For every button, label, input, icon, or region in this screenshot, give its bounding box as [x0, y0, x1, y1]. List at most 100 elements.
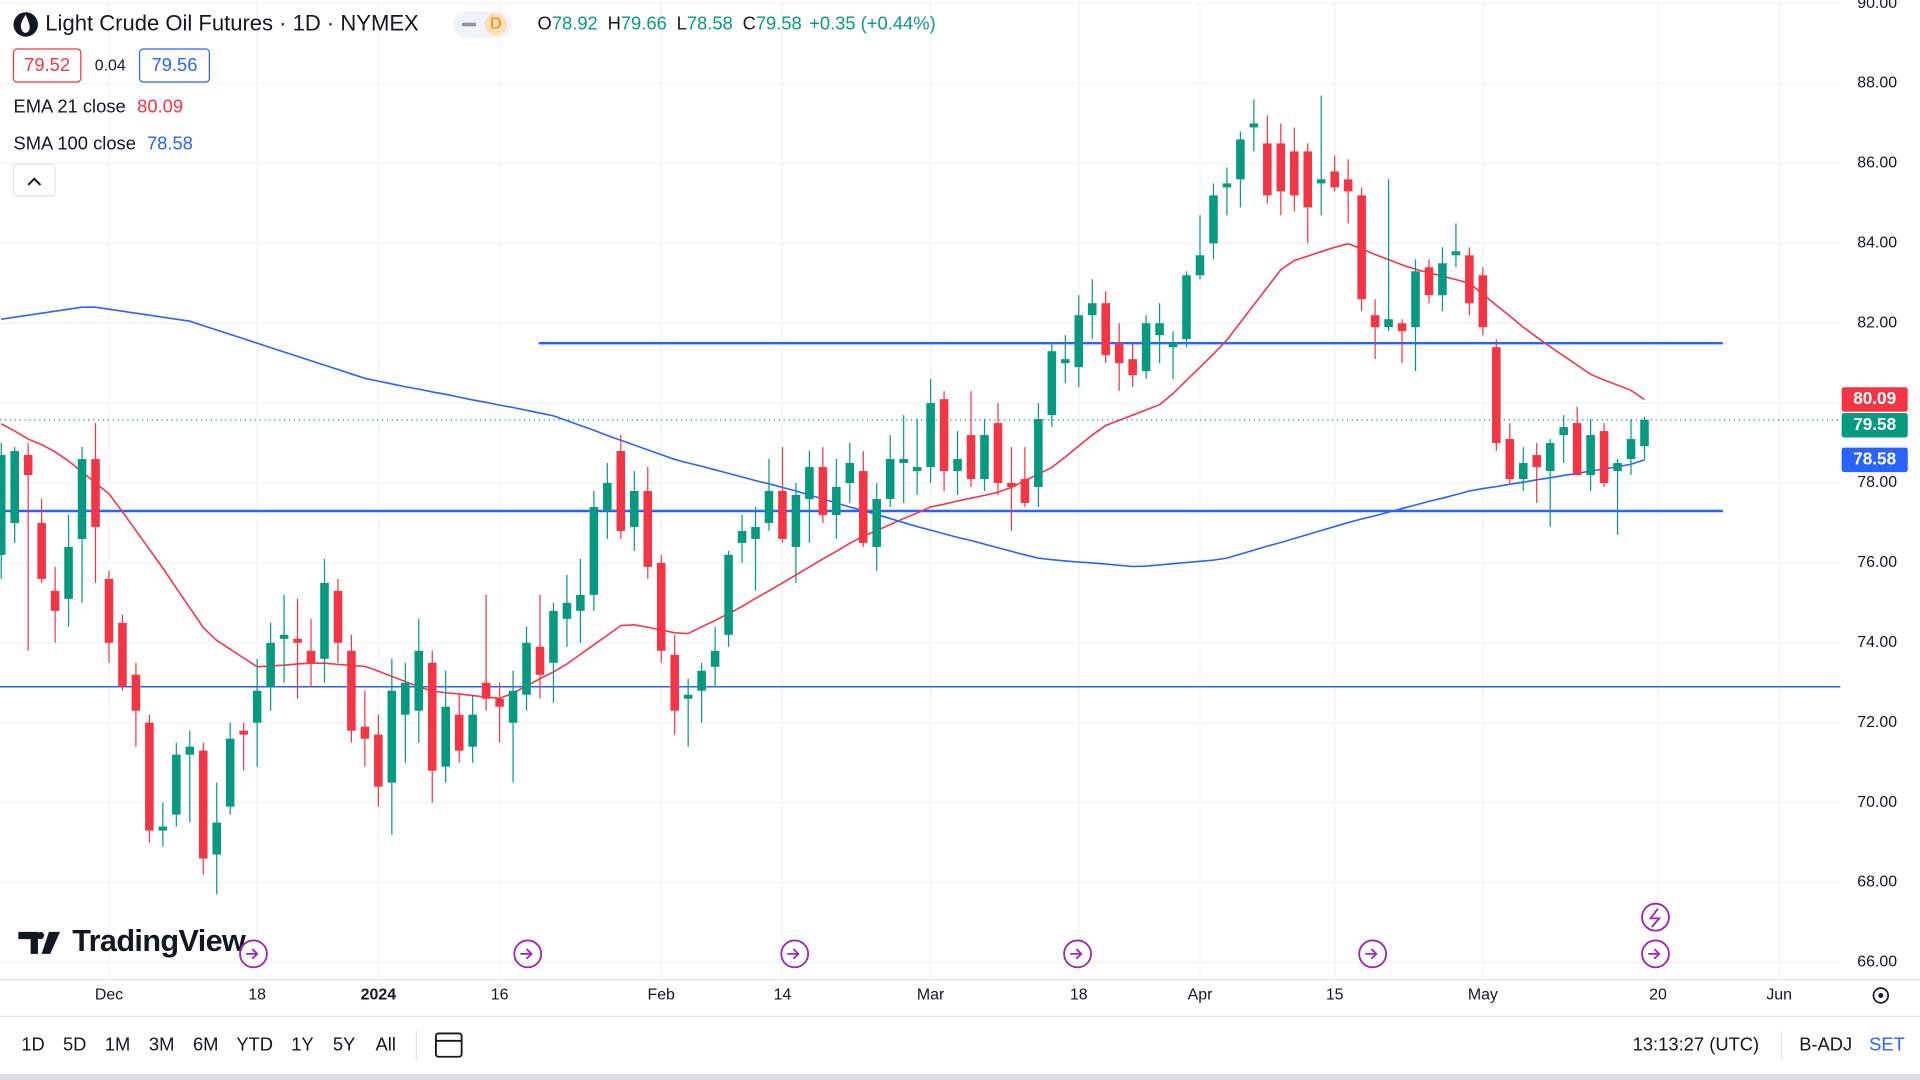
x-tick-label: Jun: [1766, 987, 1792, 1004]
logo-text: TradingView: [72, 924, 246, 958]
candle-body: [252, 690, 262, 723]
candle-body: [508, 690, 518, 723]
ask-price: 79.56: [152, 54, 198, 75]
candle-body: [414, 650, 424, 711]
session-toggle[interactable]: SET: [1869, 1034, 1905, 1055]
range-button[interactable]: 5Y: [333, 1034, 355, 1055]
indicator-line: [0, 242, 1645, 700]
candle-body: [1114, 343, 1124, 364]
range-button[interactable]: 1Y: [291, 1034, 313, 1055]
candle-body: [805, 467, 814, 499]
candle-body: [23, 455, 33, 476]
price-tag-label: 78.58: [1853, 448, 1896, 468]
indicator-value: 80.09: [137, 96, 183, 117]
candle-body: [1316, 179, 1326, 184]
y-tick-label: 78.00: [1857, 474, 1897, 491]
candle-body: [1559, 427, 1568, 436]
quote-key: O: [538, 12, 552, 33]
range-button[interactable]: 1M: [105, 1034, 131, 1055]
bid-price: 79.52: [24, 54, 70, 75]
candle-body: [858, 471, 868, 543]
candle-body: [1370, 315, 1380, 328]
candle-body: [993, 423, 1003, 484]
drop-icon: [20, 14, 30, 33]
event-marker[interactable]: [780, 939, 810, 969]
candle-body: [91, 459, 100, 527]
range-button[interactable]: 3M: [149, 1034, 175, 1055]
candle-body: [939, 399, 949, 472]
candle-body: [104, 578, 114, 643]
settings-icon[interactable]: [1872, 987, 1890, 1004]
candle-body: [1276, 143, 1286, 192]
candle-body: [1209, 195, 1218, 244]
event-marker[interactable]: [239, 939, 268, 969]
range-buttons: 1D 5D 1M 3M 6M YTD 1Y 5Y All: [21, 1034, 396, 1055]
candle-body: [1236, 139, 1245, 180]
indicator-name[interactable]: SMA 100 close: [13, 132, 135, 153]
candle-body: [576, 594, 585, 611]
candle-body: [845, 463, 855, 484]
event-marker[interactable]: [1641, 939, 1670, 969]
candle-body: [603, 483, 612, 511]
symbol-title[interactable]: Light Crude Oil Futures · 1D · NYMEX: [45, 10, 419, 35]
adjust-toggle[interactable]: B-ADJ: [1799, 1034, 1852, 1055]
candle-body: [1505, 439, 1515, 480]
quote-key: L: [677, 12, 687, 33]
candle-body: [791, 494, 801, 547]
range-button[interactable]: 6M: [193, 1034, 219, 1055]
sell-button[interactable]: [12, 48, 82, 83]
clock[interactable]: 13:13:27 (UTC): [1633, 1034, 1760, 1055]
range-button[interactable]: All: [376, 1034, 396, 1055]
candle-body: [778, 490, 787, 539]
candle-body: [1545, 443, 1555, 472]
candle-body: [1074, 315, 1084, 368]
event-marker[interactable]: [513, 939, 543, 969]
candle-body: [1613, 463, 1622, 472]
candle-body: [966, 435, 976, 480]
candle-body: [724, 554, 733, 635]
candle-body: [185, 746, 195, 755]
ohlc-quote: O78.92 H79.66 L78.58 C79.58 +0.35 (+0.44%): [538, 12, 936, 33]
candle-body: [1492, 347, 1501, 444]
candle-body: [1465, 255, 1474, 304]
y-tick-label: 84.00: [1857, 235, 1897, 252]
quote-value: 79.66: [621, 12, 667, 33]
candle-body: [198, 750, 208, 859]
candle-body: [1451, 251, 1461, 256]
candle-body: [0, 455, 6, 555]
calendar-icon[interactable]: [435, 1032, 463, 1058]
candle-body: [832, 486, 841, 515]
candle-body: [158, 826, 168, 831]
candle-body: [1357, 195, 1366, 300]
event-marker[interactable]: [1063, 939, 1092, 969]
candle-body: [1087, 303, 1097, 316]
candle-body: [1222, 183, 1232, 188]
candle-body: [1249, 123, 1259, 128]
range-button[interactable]: 5D: [63, 1034, 86, 1055]
candle-body: [1384, 319, 1393, 328]
x-tick-label: May: [1468, 987, 1498, 1004]
range-button[interactable]: YTD: [236, 1034, 273, 1055]
buy-button[interactable]: [138, 48, 210, 83]
candle-body: [953, 459, 962, 472]
candle-body: [10, 451, 19, 523]
candle-body: [50, 590, 60, 611]
candle-body: [266, 642, 275, 687]
candle-body: [656, 562, 666, 651]
candle-body: [37, 522, 46, 579]
candle-body: [549, 610, 558, 663]
y-tick-label: 86.00: [1857, 155, 1897, 172]
candle-body: [1572, 423, 1582, 476]
event-marker[interactable]: [1358, 939, 1388, 969]
candle-body: [1263, 143, 1272, 196]
candle-body: [1518, 463, 1528, 480]
range-button[interactable]: 1D: [21, 1034, 44, 1055]
badge-label: D: [490, 16, 502, 33]
candle-body: [427, 662, 437, 771]
candle-body: [899, 459, 908, 464]
candle-body: [616, 451, 626, 531]
indicator-name[interactable]: EMA 21 close: [13, 96, 125, 117]
candle-body: [872, 498, 882, 547]
event-marker[interactable]: [1641, 902, 1670, 932]
candle-body: [1195, 255, 1205, 276]
